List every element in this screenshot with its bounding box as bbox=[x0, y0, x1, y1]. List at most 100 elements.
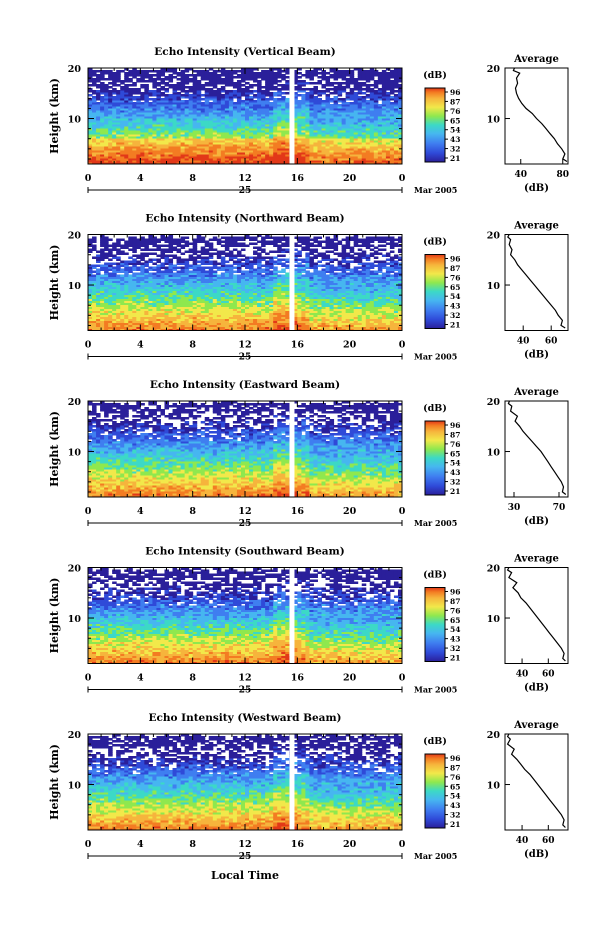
heatmap-cell bbox=[112, 88, 117, 91]
heatmap-cell bbox=[317, 152, 322, 155]
heatmap-cell bbox=[184, 120, 190, 123]
heatmap-cell bbox=[321, 124, 327, 127]
heatmap-cell bbox=[160, 156, 165, 159]
heatmap-cell bbox=[204, 150, 210, 153]
heatmap-cell bbox=[236, 74, 242, 77]
heatmap-cell bbox=[277, 120, 282, 123]
heatmap-cell bbox=[293, 104, 298, 107]
heatmap-cell bbox=[224, 108, 230, 111]
heatmap-cell bbox=[232, 114, 238, 117]
heatmap-cell bbox=[305, 142, 310, 145]
heatmap-cell bbox=[240, 144, 246, 147]
heatmap-cell bbox=[120, 158, 125, 161]
heatmap-cell bbox=[329, 110, 335, 113]
heatmap-cell bbox=[313, 102, 318, 105]
heatmap-cell bbox=[156, 110, 161, 113]
heatmap-cell bbox=[192, 112, 198, 115]
heatmap-cell bbox=[116, 146, 121, 149]
heatmap-cell bbox=[341, 140, 347, 143]
heatmap-cell bbox=[245, 154, 250, 157]
heatmap-cell bbox=[261, 158, 266, 161]
heatmap-cell bbox=[377, 160, 383, 163]
heatmap-cell bbox=[140, 70, 145, 73]
heatmap-cell bbox=[104, 78, 109, 81]
heatmap-cell bbox=[257, 98, 262, 101]
heatmap-cell bbox=[245, 106, 250, 109]
heatmap-cell bbox=[196, 98, 202, 101]
heatmap-cell bbox=[265, 128, 270, 131]
heatmap-cell bbox=[277, 114, 282, 117]
heatmap-cell bbox=[180, 154, 186, 157]
heatmap-cell bbox=[212, 136, 218, 139]
heatmap-cell bbox=[253, 132, 258, 135]
heatmap-cell bbox=[124, 108, 129, 111]
heatmap-cell bbox=[112, 104, 117, 107]
heatmap-cell bbox=[377, 134, 383, 137]
heatmap-cell bbox=[144, 158, 149, 161]
heatmap-cell bbox=[140, 116, 145, 119]
heatmap-cell bbox=[132, 142, 137, 145]
heatmap-cell bbox=[249, 134, 254, 137]
heatmap-cell bbox=[232, 130, 238, 133]
heatmap-cell bbox=[208, 142, 214, 145]
heatmap-cell bbox=[232, 76, 238, 79]
heatmap-cell bbox=[216, 140, 222, 143]
heatmap-cell bbox=[317, 136, 322, 139]
heatmap-cell bbox=[132, 98, 137, 101]
heatmap-cell bbox=[176, 158, 182, 161]
heatmap-cell bbox=[257, 116, 262, 119]
heatmap-cell bbox=[240, 116, 246, 119]
heatmap-cell bbox=[184, 100, 190, 103]
heatmap-cell bbox=[369, 122, 375, 125]
heatmap-cell bbox=[168, 130, 174, 133]
heatmap-cell bbox=[120, 144, 125, 147]
heatmap-cell bbox=[325, 148, 331, 151]
heatmap-cell bbox=[245, 82, 250, 85]
heatmap-cell bbox=[273, 116, 278, 119]
heatmap-cell bbox=[313, 100, 318, 103]
heatmap-cell bbox=[184, 74, 190, 77]
heatmap-cell bbox=[240, 158, 246, 161]
heatmap-cell bbox=[297, 104, 302, 107]
heatmap-cell bbox=[385, 92, 391, 95]
heatmap-cell bbox=[96, 138, 101, 141]
heatmap-cell bbox=[249, 100, 254, 103]
heatmap-cell bbox=[136, 156, 141, 159]
heatmap-cell bbox=[148, 152, 153, 155]
heatmap-cell bbox=[104, 128, 109, 131]
xtick-label: 0 bbox=[399, 173, 406, 184]
heatmap-cell bbox=[253, 84, 258, 87]
heatmap-cell bbox=[96, 116, 101, 119]
heatmap-cell bbox=[92, 158, 97, 161]
heatmap-cell bbox=[208, 138, 214, 141]
heatmap-cell bbox=[236, 160, 242, 163]
heatmap-cell bbox=[273, 106, 278, 109]
heatmap-cell bbox=[301, 134, 306, 137]
heatmap-cell bbox=[381, 122, 387, 125]
heatmap-cell bbox=[128, 132, 133, 135]
heatmap-cell bbox=[329, 140, 335, 143]
heatmap-cell bbox=[257, 106, 262, 109]
heatmap-cell bbox=[160, 132, 165, 135]
heatmap-cell bbox=[160, 104, 165, 107]
heatmap-cell bbox=[357, 110, 363, 113]
heatmap-cell bbox=[261, 156, 266, 159]
heatmap-cell bbox=[172, 132, 178, 135]
heatmap-cell bbox=[216, 142, 222, 145]
heatmap-cell bbox=[148, 90, 153, 93]
heatmap-cell bbox=[240, 132, 246, 135]
heatmap-cell bbox=[293, 122, 298, 125]
heatmap-cell bbox=[301, 126, 306, 129]
heatmap-cell bbox=[104, 158, 109, 161]
heatmap-cell bbox=[148, 122, 153, 125]
heatmap-cell bbox=[257, 142, 262, 145]
heatmap-cell bbox=[273, 144, 278, 147]
heatmap-cell bbox=[333, 112, 339, 115]
heatmap-cell bbox=[204, 100, 210, 103]
heatmap-cell bbox=[172, 138, 178, 141]
heatmap-cell bbox=[301, 124, 306, 127]
heatmap-cell bbox=[369, 124, 375, 127]
heatmap-cell bbox=[389, 148, 395, 151]
heatmap-cell bbox=[196, 114, 202, 117]
heatmap-cell bbox=[164, 132, 170, 135]
